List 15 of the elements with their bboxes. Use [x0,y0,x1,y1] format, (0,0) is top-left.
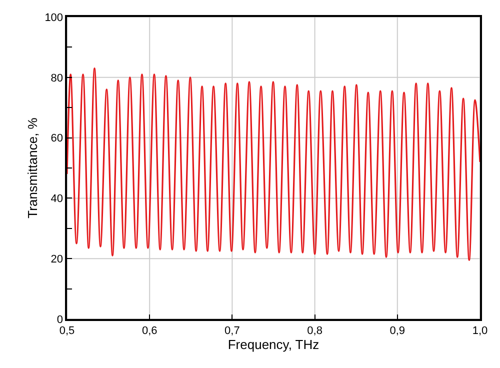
y-axis-title: Transmittance, % [25,117,40,218]
y-tick-label: 80 [50,72,64,84]
x-tick-label: 0,7 [224,324,240,337]
y-tick-label: 100 [44,12,64,24]
x-tick-label: 1,0 [472,324,488,337]
x-tick-label: 0,9 [390,324,406,337]
x-tick-label: 0,8 [307,324,322,337]
y-tick-label: 40 [50,193,64,206]
y-tick-label: 0 [56,314,64,326]
x-tick-label: 0,6 [142,324,158,337]
x-tick-label: 0,5 [59,324,75,337]
x-axis-title: Frequency, THz [228,337,320,352]
y-tick-label: 20 [50,253,64,266]
line-series [67,68,480,261]
y-tick-label: 60 [50,132,64,145]
